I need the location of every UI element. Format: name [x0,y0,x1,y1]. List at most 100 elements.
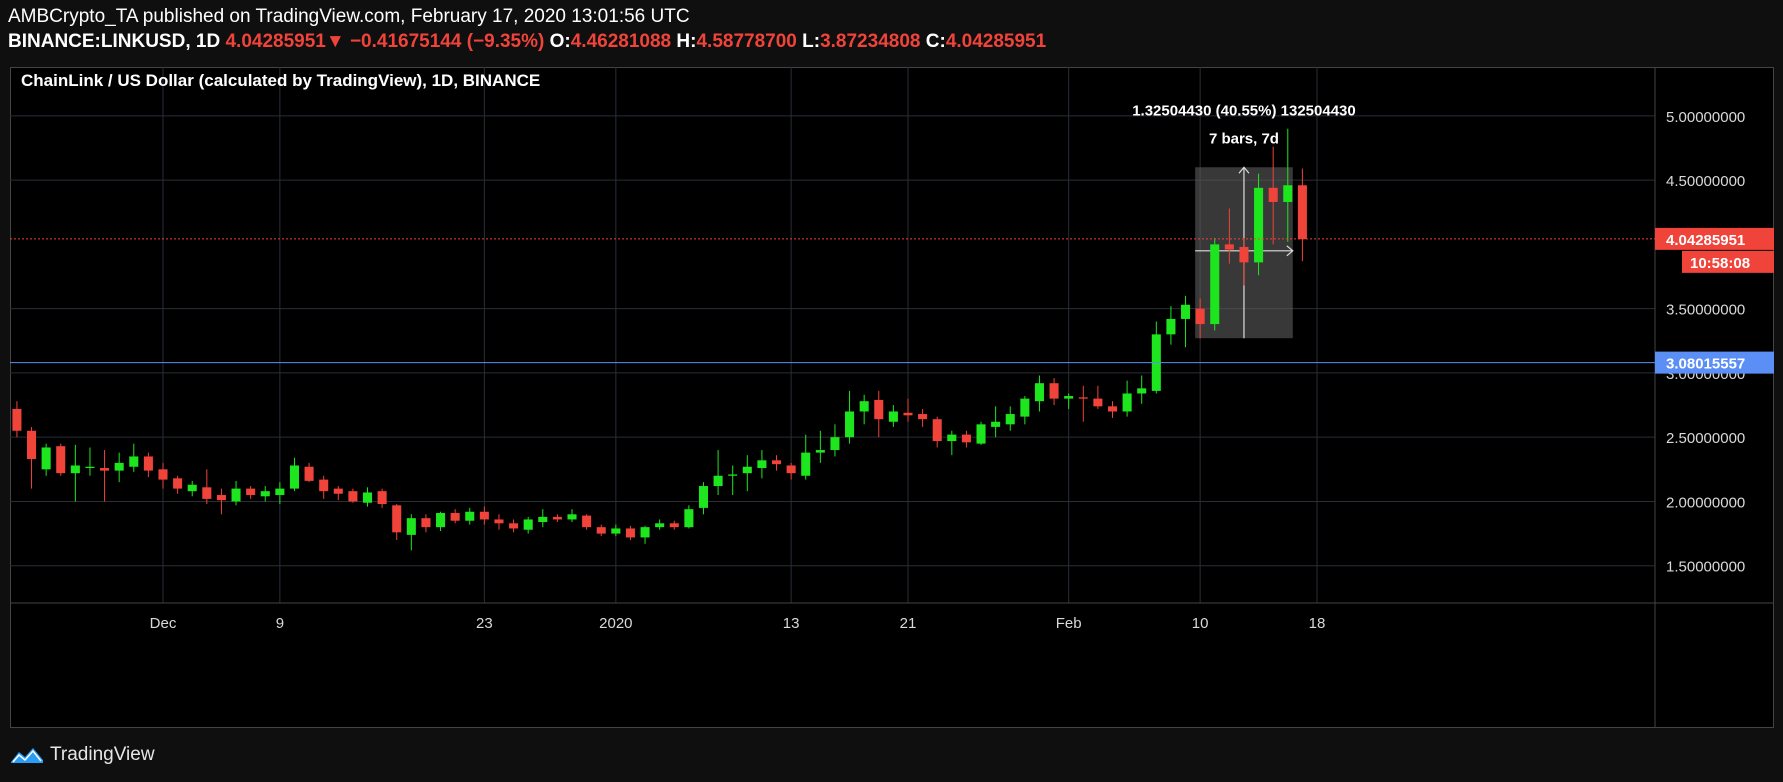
candle-down[interactable] [961,430,971,448]
candle-down[interactable] [874,390,884,438]
candle-up[interactable] [465,507,475,525]
candle-down[interactable] [625,525,635,541]
candle-up[interactable] [538,509,548,528]
candle-up[interactable] [1210,237,1220,331]
candle-down[interactable] [932,416,942,448]
candle-body [742,466,752,474]
candle-up[interactable] [976,421,986,445]
candle-down[interactable] [1224,208,1234,264]
candle-up[interactable] [567,509,577,523]
candle-down[interactable] [1297,168,1307,262]
candle-up[interactable] [655,519,665,530]
candle-down[interactable] [421,514,431,533]
candle-down[interactable] [202,469,212,505]
candle-down[interactable] [1049,378,1059,406]
candle-up[interactable] [859,394,869,425]
candle-down[interactable] [1093,385,1103,409]
time-tick-label: Dec [150,615,177,632]
candle-body [713,475,723,487]
candle-up[interactable] [1254,173,1264,276]
candle-down[interactable] [918,408,928,427]
candle-down[interactable] [56,443,66,476]
candle-up[interactable] [684,505,694,529]
candle-down[interactable] [143,452,153,478]
candle-down[interactable] [596,524,606,537]
candle-up[interactable] [713,450,723,496]
candle-up[interactable] [757,450,767,479]
candle-up[interactable] [1020,396,1030,425]
candle-up[interactable] [1122,380,1132,417]
candle-up[interactable] [830,424,840,457]
candle-up[interactable] [815,430,825,463]
price-axis[interactable]: 5.000000004.500000003.500000003.00000000… [1666,109,1745,576]
candle-up[interactable] [1064,393,1074,409]
candle-up[interactable] [742,455,752,492]
candle-down[interactable] [552,514,562,523]
candle-up[interactable] [947,430,957,456]
candle-down[interactable] [27,426,37,489]
candle-down[interactable] [582,514,592,530]
candle-down[interactable] [319,475,329,499]
candle-down[interactable] [348,488,358,503]
candle-up[interactable] [845,390,855,444]
candle-down[interactable] [479,506,489,525]
candle-up[interactable] [187,480,197,497]
candle-up[interactable] [1005,406,1015,431]
candle-down[interactable] [771,455,782,471]
candle-up[interactable] [523,516,533,534]
candle-down[interactable] [903,398,913,422]
candle-down[interactable] [333,486,343,501]
candle-up[interactable] [991,406,1001,438]
candle-up[interactable] [231,480,241,506]
candle-down[interactable] [1107,401,1118,418]
candlestick-chart[interactable]: 5.000000004.500000003.500000003.00000000… [10,67,1774,728]
candle-down[interactable] [246,486,256,499]
candle-up[interactable] [436,511,446,532]
candle-down[interactable] [494,514,504,530]
candle-down[interactable] [377,488,387,508]
candle-down[interactable] [100,450,110,502]
candle-down[interactable] [158,462,168,489]
candle-up[interactable] [41,443,51,476]
candle-down[interactable] [1268,146,1278,245]
candle-up[interactable] [640,525,650,544]
candle-down[interactable] [304,462,314,483]
candle-body [655,523,665,528]
candle-up[interactable] [289,457,299,492]
candle-up[interactable] [611,524,621,537]
measure-tool[interactable]: 1.32504430 (40.55%) 132504430 7 bars, 7d [1132,102,1356,339]
candle-up[interactable] [129,443,139,472]
candle-down[interactable] [786,462,796,480]
candle-down[interactable] [450,509,460,524]
candle-up[interactable] [698,482,709,515]
candle-up[interactable] [114,452,124,483]
candle-up[interactable] [362,487,373,507]
candle-up[interactable] [70,444,80,502]
candle-down[interactable] [1078,385,1088,422]
candle-down[interactable] [509,519,519,533]
candle-up[interactable] [1034,375,1044,412]
candle-up[interactable] [801,434,811,480]
candle-up[interactable] [275,482,285,505]
candle-up[interactable] [728,465,738,496]
candle-down[interactable] [216,488,226,515]
time-axis[interactable]: Dec 9 23 2020 13 21 Feb 10 18 [150,615,1326,632]
candle-up[interactable] [1151,321,1161,394]
candle-up[interactable] [260,486,270,502]
candle-up[interactable] [85,447,95,476]
candle-down[interactable] [1239,237,1249,286]
candle-down[interactable] [1195,298,1205,339]
countdown-label: 10:58:08 [1690,255,1750,272]
candle-up[interactable] [888,405,898,427]
candle-up[interactable] [1181,295,1191,348]
price-tick-label: 1.50000000 [1666,559,1745,576]
candle-down[interactable] [669,520,679,530]
candle-down[interactable] [12,401,22,438]
candle-up[interactable] [1283,128,1293,242]
candle-up[interactable] [1137,375,1147,404]
candles[interactable] [12,128,1307,551]
candle-up[interactable] [1166,306,1176,345]
candle-up[interactable] [406,514,416,551]
candle-down[interactable] [392,504,402,541]
candle-down[interactable] [173,475,183,494]
